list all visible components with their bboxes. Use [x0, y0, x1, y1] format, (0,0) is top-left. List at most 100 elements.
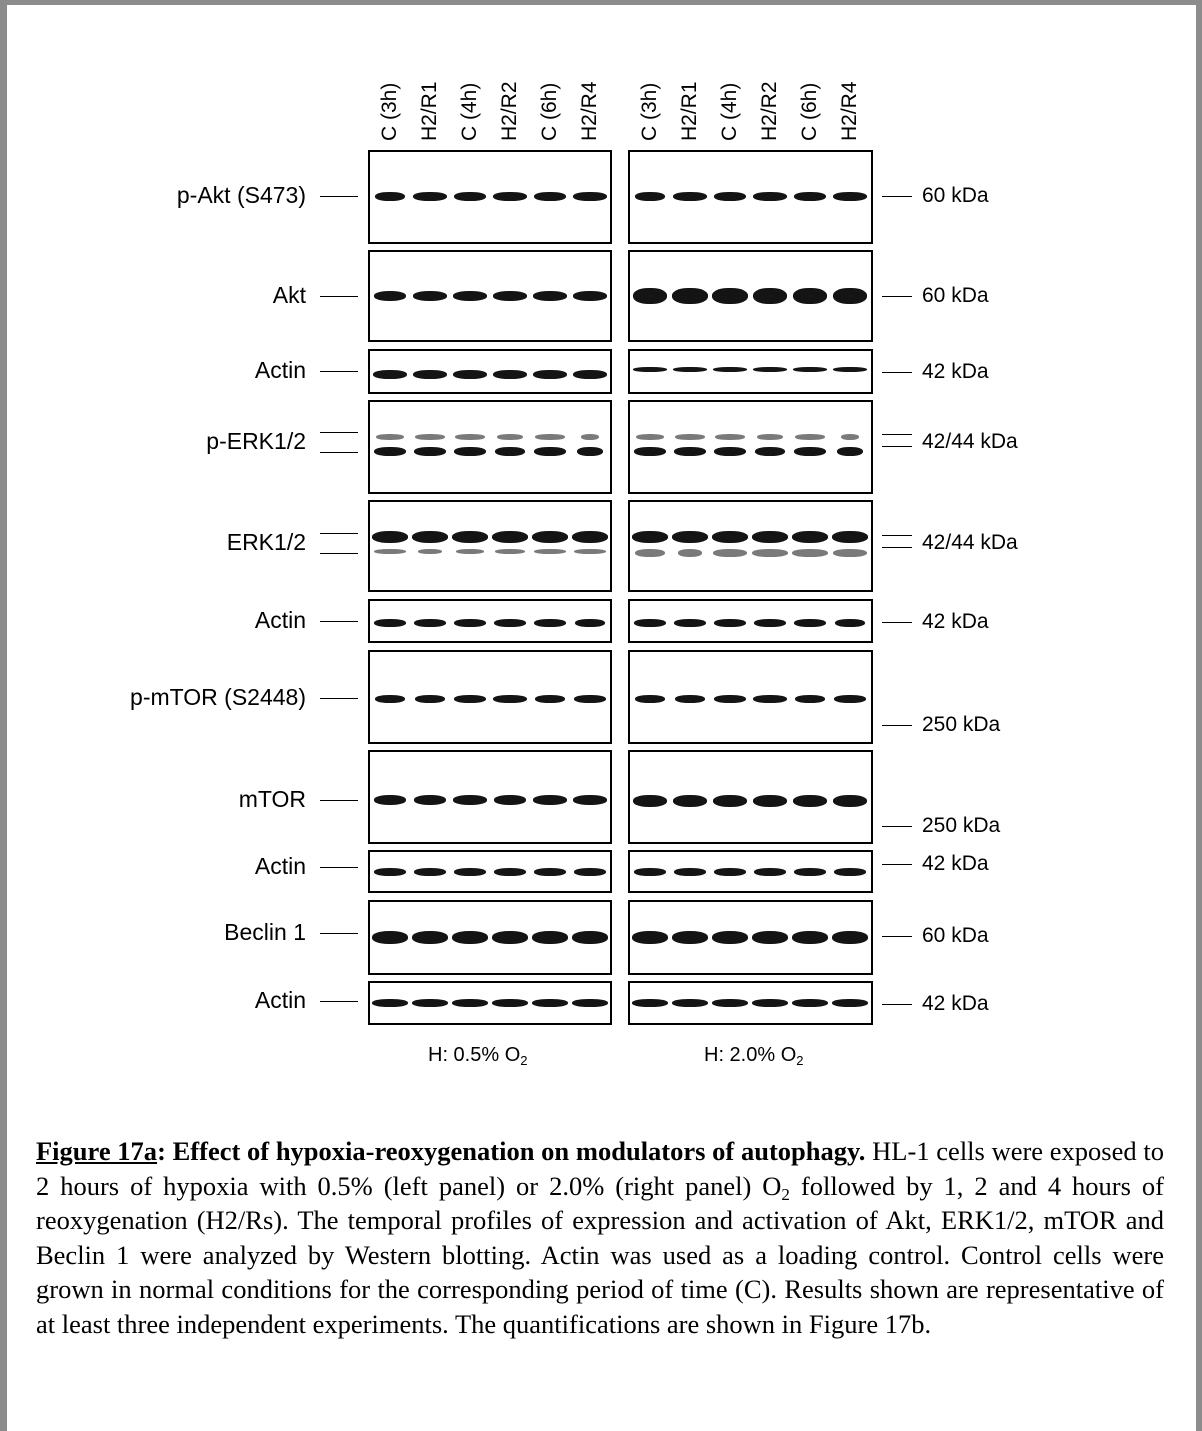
mw-tick [882, 826, 912, 827]
blot-band [413, 291, 447, 301]
blot-band [633, 288, 667, 304]
row-label: Actin [254, 607, 306, 633]
blot-band [495, 548, 525, 554]
blot-band [792, 999, 828, 1007]
blot-band [794, 868, 826, 876]
blot-band [453, 795, 487, 805]
lane-label-left-1: C (3h) [378, 82, 401, 141]
label-tick [320, 371, 358, 372]
blot-band [534, 619, 566, 627]
row-label: p-Akt (S473) [176, 182, 306, 208]
blot-band [533, 369, 567, 379]
blot-band [713, 549, 747, 557]
blot-band [414, 795, 446, 805]
blot-band [833, 366, 867, 372]
blot-band [834, 868, 866, 876]
blot-panel-left [368, 981, 612, 1025]
blot-band [632, 531, 668, 543]
blot-band [714, 868, 746, 876]
label-tick [320, 452, 358, 453]
blot-band [712, 999, 748, 1007]
blot-band [574, 695, 606, 703]
blot-band [834, 695, 866, 703]
blot-panel-left [368, 150, 612, 244]
blot-band [494, 795, 526, 805]
blot-band [493, 369, 527, 379]
blot-band [678, 549, 702, 557]
blot-panel-right [628, 250, 873, 342]
blot-band [673, 795, 707, 807]
blot-band [753, 366, 787, 372]
blot-band [752, 549, 788, 557]
blot-band [532, 531, 568, 543]
blot-band [632, 930, 668, 944]
blot-band [374, 291, 406, 301]
blot-panel-left [368, 349, 612, 394]
lane-label-left-5: C (6h) [538, 82, 561, 141]
blot-panel-right [628, 981, 873, 1025]
blot-band [372, 531, 408, 543]
blot-band [672, 531, 708, 543]
condition-right-sub: 2 [796, 1053, 804, 1068]
molecular-weight-label: 250 kDa [922, 814, 1001, 837]
lane-label-left-3: C (4h) [458, 82, 481, 141]
blot-band [497, 434, 523, 440]
row-label: Actin [254, 357, 306, 383]
blot-panel-left [368, 250, 612, 342]
blot-band [452, 999, 488, 1007]
blot-band [634, 868, 666, 876]
mw-tick [882, 547, 912, 548]
blot-band [454, 695, 486, 703]
blot-band [672, 930, 708, 944]
molecular-weight-label: 42/44 kDa [922, 430, 1018, 453]
blot-band [374, 548, 406, 554]
molecular-weight-label: 42 kDa [922, 852, 989, 875]
blot-band [376, 434, 404, 440]
lane-label-right-6: H2/R4 [838, 81, 861, 141]
lane-label-right-2: H2/R1 [678, 81, 701, 141]
blot-band [673, 191, 707, 201]
blot-band [574, 548, 606, 554]
blot-band [452, 930, 488, 944]
blot-band [832, 930, 868, 944]
blot-panel-right [628, 650, 873, 744]
blot-band [374, 619, 406, 627]
label-tick [320, 432, 358, 433]
blot-band [375, 695, 405, 703]
figure-label: Figure 17a [36, 1136, 158, 1166]
blot-panel-left [368, 900, 612, 975]
blot-band [414, 619, 446, 627]
blot-band [575, 619, 605, 627]
mw-tick [882, 1004, 912, 1005]
row-label: mTOR [238, 786, 306, 812]
blot-band [493, 191, 527, 201]
blot-panel-left [368, 750, 612, 844]
mw-tick [882, 446, 912, 447]
mw-tick [882, 434, 912, 435]
blot-panel-left [368, 599, 612, 643]
condition-right-prefix: H: 2.0% O [704, 1044, 797, 1066]
condition-label-right: H: 2.0% O2 [704, 1045, 804, 1067]
blot-band [573, 191, 607, 201]
condition-label-left: H: 0.5% O2 [428, 1045, 528, 1067]
label-tick [320, 867, 358, 868]
blot-band [792, 549, 828, 557]
blot-band [832, 999, 868, 1007]
blot-band [572, 999, 608, 1007]
blot-band [794, 619, 826, 627]
blot-band [712, 531, 748, 543]
blot-band [574, 868, 606, 876]
row-label: Actin [254, 853, 306, 879]
blot-band [754, 868, 786, 876]
condition-left-sub: 2 [520, 1053, 528, 1068]
blot-band [833, 191, 867, 201]
caption-body-sub: 2 [781, 1184, 790, 1204]
blot-panel-left [368, 400, 612, 494]
blot-band [753, 795, 787, 807]
blot-band [453, 369, 487, 379]
blot-band [455, 434, 485, 440]
blot-band [372, 999, 408, 1007]
blot-band [833, 549, 867, 557]
blot-band [712, 288, 748, 304]
mw-tick [882, 296, 912, 297]
